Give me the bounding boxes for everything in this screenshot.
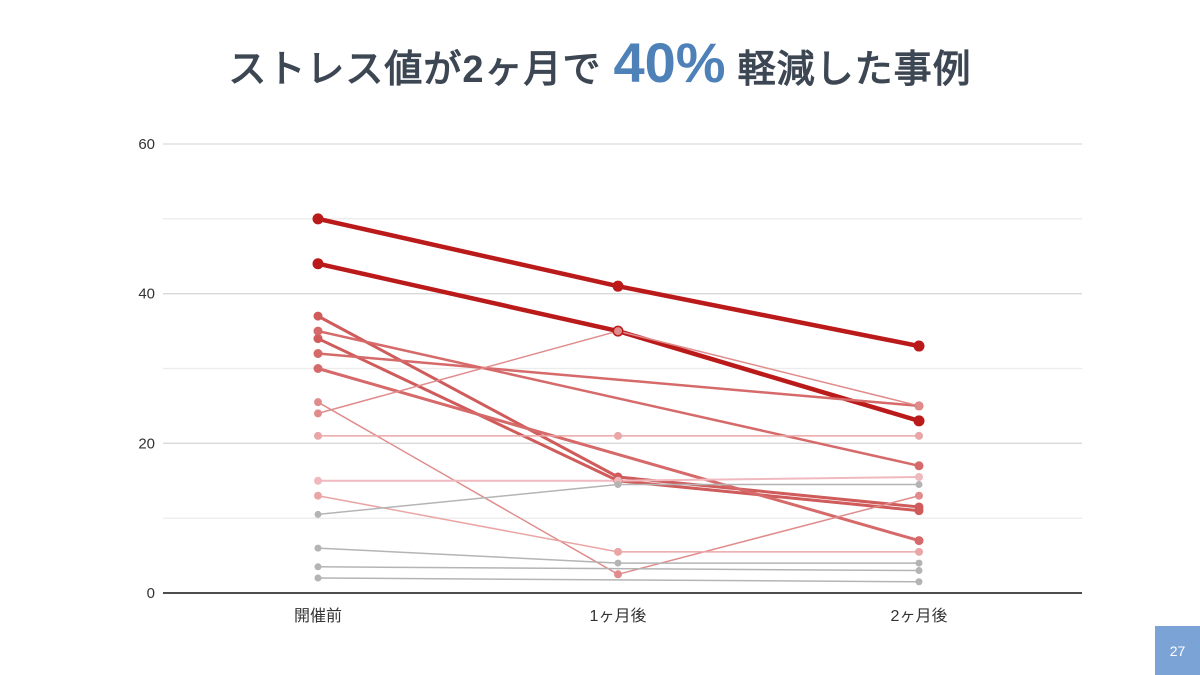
x-category-label: 2ヶ月後	[891, 607, 948, 625]
series-line-9	[317, 330, 920, 415]
series-line-15	[317, 566, 920, 572]
data-point	[314, 476, 322, 485]
data-point	[314, 409, 322, 418]
data-point	[915, 431, 923, 440]
data-point	[314, 544, 322, 552]
y-tick-label: 40	[138, 286, 155, 303]
data-point	[915, 567, 923, 575]
data-point	[313, 326, 323, 336]
data-point	[312, 258, 324, 270]
series-line-12	[317, 494, 920, 553]
page-number-badge: 27	[1155, 626, 1200, 675]
data-point	[314, 510, 322, 518]
data-point	[913, 415, 925, 427]
data-point	[915, 491, 923, 500]
series-line-7	[316, 367, 921, 543]
data-point	[314, 574, 322, 582]
y-tick-label: 0	[147, 585, 155, 602]
data-point	[614, 480, 622, 488]
data-point	[614, 559, 622, 567]
data-point	[314, 563, 322, 571]
data-point	[313, 334, 323, 344]
data-point	[314, 398, 322, 407]
data-point	[314, 431, 322, 440]
y-tick-label: 60	[138, 136, 155, 153]
data-point	[915, 480, 923, 488]
data-point	[914, 536, 924, 546]
data-point	[313, 311, 323, 321]
data-point	[913, 340, 925, 352]
data-point	[915, 401, 923, 410]
data-point	[915, 547, 923, 556]
data-point	[914, 461, 924, 471]
data-point	[612, 280, 624, 292]
data-point	[614, 547, 622, 556]
data-point	[914, 506, 924, 516]
x-category-label: 1ヶ月後	[590, 607, 647, 625]
title-text-pre: ストレス値が2ヶ月で	[228, 49, 602, 91]
data-point	[915, 578, 923, 586]
data-point	[915, 559, 923, 567]
data-point	[614, 431, 622, 440]
x-category-label: 開催前	[294, 607, 342, 625]
data-point	[314, 491, 322, 500]
data-point	[313, 364, 323, 373]
series-line-5	[316, 329, 921, 468]
data-point	[614, 570, 622, 579]
data-point	[915, 473, 923, 482]
title-highlight-percent: 40%	[613, 31, 726, 94]
data-point	[313, 349, 323, 359]
series-line-6	[316, 352, 921, 408]
slide-title: ストレス値が2ヶ月で 40% 軽減した事例	[0, 30, 1200, 95]
series-line-16	[317, 577, 920, 583]
title-text-post: 軽減した事例	[737, 49, 972, 91]
y-tick-label: 20	[138, 435, 155, 452]
data-point	[312, 213, 324, 225]
data-point	[614, 327, 622, 336]
